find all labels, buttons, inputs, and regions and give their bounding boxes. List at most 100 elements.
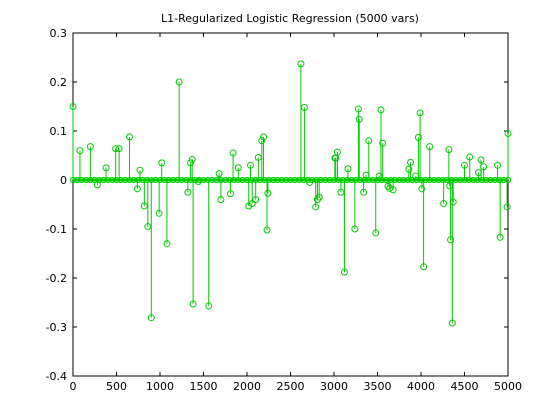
stem-marker — [76, 147, 84, 155]
stem-marker — [377, 106, 385, 114]
y-tick-label: -0.2 — [46, 272, 67, 285]
x-tick-label: 0 — [70, 380, 77, 393]
stem-marker — [112, 145, 120, 153]
zero-marker — [400, 176, 407, 184]
stem-marker — [186, 159, 194, 167]
zero-marker — [230, 176, 238, 184]
x-tick-label: 2000 — [233, 380, 261, 393]
zero-marker — [465, 176, 472, 184]
zero-marker — [396, 176, 403, 184]
zero-marker — [352, 176, 359, 184]
zero-marker — [378, 176, 385, 184]
x-tick-label: 3000 — [320, 380, 348, 393]
zero-marker — [130, 176, 137, 184]
x-tick-label: 2500 — [277, 380, 305, 393]
zero-marker — [278, 176, 285, 184]
stem-marker — [503, 203, 511, 211]
stem-marker — [448, 319, 456, 327]
zero-marker — [383, 176, 390, 184]
zero-marker — [174, 176, 181, 184]
stem-marker — [86, 143, 94, 151]
zero-marker — [139, 176, 146, 184]
zero-marker — [165, 176, 172, 184]
zero-marker — [270, 176, 277, 184]
stem-marker — [440, 200, 448, 208]
zero-marker — [109, 176, 116, 184]
stem-marker — [480, 163, 488, 171]
stem-marker — [494, 161, 502, 169]
zero-marker — [361, 176, 368, 184]
stem-marker — [264, 189, 272, 197]
stem-marker — [184, 188, 192, 196]
zero-marker — [483, 176, 490, 184]
stem-marker — [246, 161, 254, 169]
zero-marker — [82, 176, 90, 184]
stem-marker — [217, 196, 225, 204]
stem-marker — [258, 137, 266, 145]
zero-marker — [135, 176, 142, 184]
x-tick-label: 1000 — [146, 380, 174, 393]
stem-marker — [355, 115, 363, 123]
stem-marker — [136, 166, 144, 174]
y-tick-label: -0.4 — [46, 370, 67, 383]
stem-marker — [312, 203, 320, 211]
stem-marker — [263, 226, 271, 234]
stem-marker — [163, 240, 171, 248]
y-tick-label: 0.1 — [50, 125, 68, 138]
y-tick-label: 0.3 — [50, 27, 68, 40]
stem-marker — [414, 133, 422, 141]
zero-marker — [487, 176, 494, 184]
stem-marker — [300, 103, 308, 111]
stem-marker — [140, 202, 148, 210]
zero-marker — [243, 176, 251, 184]
zero-marker — [100, 176, 107, 184]
stem-marker — [252, 196, 260, 204]
stem-marker — [126, 133, 134, 141]
stem-marker — [69, 103, 77, 110]
stem-marker — [416, 109, 424, 117]
zero-marker — [309, 176, 316, 184]
x-tick-label: 3500 — [364, 380, 392, 393]
zero-marker — [330, 176, 338, 184]
stem-marker — [260, 133, 268, 141]
zero-marker — [365, 176, 372, 184]
stem-marker — [420, 263, 428, 271]
zero-marker — [74, 176, 81, 184]
y-tick-label: 0 — [60, 174, 67, 187]
stem-marker — [360, 188, 368, 196]
zero-marker — [496, 176, 503, 184]
stem-marker — [412, 172, 420, 180]
stem-marker — [175, 78, 183, 86]
zero-marker — [248, 176, 255, 184]
stem-marker — [426, 143, 434, 151]
stem-marker — [351, 225, 359, 233]
zero-marker — [178, 176, 185, 184]
zero-marker — [504, 176, 512, 184]
zero-marker — [478, 176, 485, 184]
x-tick-label: 4500 — [451, 380, 479, 393]
stem-marker — [254, 153, 262, 161]
stem-marker — [446, 182, 454, 190]
zero-marker — [461, 176, 468, 184]
zero-marker — [217, 176, 224, 184]
stem-marker — [379, 139, 387, 147]
stem-marker — [205, 302, 213, 310]
zero-marker — [239, 176, 246, 184]
zero-marker — [317, 176, 325, 184]
zero-marker — [304, 176, 311, 184]
zero-marker — [122, 176, 129, 184]
stem-marker — [234, 164, 242, 172]
zero-marker — [183, 176, 190, 184]
stem-marker — [333, 148, 341, 156]
zero-marker — [391, 176, 398, 184]
stem-marker — [215, 170, 223, 178]
zero-marker — [161, 176, 168, 184]
stem-marker — [389, 186, 397, 194]
stem-marker — [229, 149, 237, 157]
stem-marker — [445, 146, 453, 154]
zero-marker — [204, 176, 211, 184]
zero-marker — [291, 176, 298, 184]
zero-marker — [435, 176, 442, 184]
stem-marker — [384, 182, 392, 190]
